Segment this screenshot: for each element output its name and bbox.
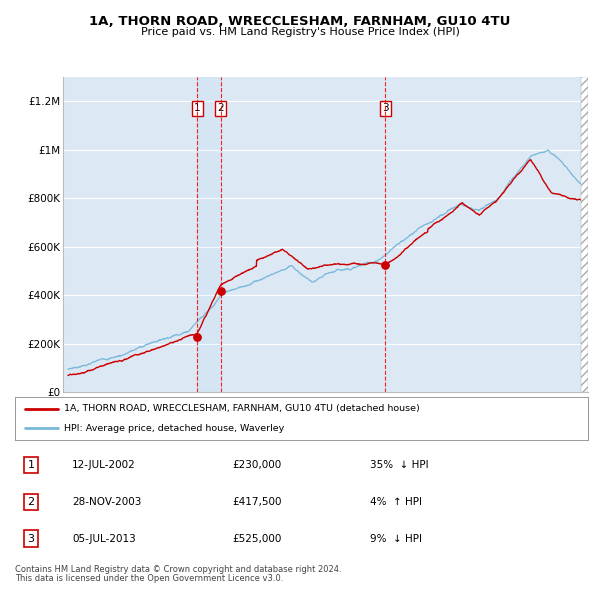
Text: 1: 1: [194, 103, 200, 113]
Text: 1A, THORN ROAD, WRECCLESHAM, FARNHAM, GU10 4TU: 1A, THORN ROAD, WRECCLESHAM, FARNHAM, GU…: [89, 15, 511, 28]
Text: HPI: Average price, detached house, Waverley: HPI: Average price, detached house, Wave…: [64, 424, 284, 432]
Point: [216, 286, 226, 296]
Text: 1A, THORN ROAD, WRECCLESHAM, FARNHAM, GU10 4TU (detached house): 1A, THORN ROAD, WRECCLESHAM, FARNHAM, GU…: [64, 404, 419, 413]
Text: 35%  ↓ HPI: 35% ↓ HPI: [370, 460, 429, 470]
Text: 28-NOV-2003: 28-NOV-2003: [73, 497, 142, 507]
Text: 12-JUL-2002: 12-JUL-2002: [73, 460, 136, 470]
Text: £230,000: £230,000: [233, 460, 282, 470]
Text: £525,000: £525,000: [233, 533, 282, 543]
Text: 9%  ↓ HPI: 9% ↓ HPI: [370, 533, 422, 543]
Point: [193, 332, 202, 341]
Text: 3: 3: [382, 103, 389, 113]
Text: 2: 2: [217, 103, 224, 113]
Text: 05-JUL-2013: 05-JUL-2013: [73, 533, 136, 543]
Text: Contains HM Land Registry data © Crown copyright and database right 2024.: Contains HM Land Registry data © Crown c…: [15, 565, 341, 574]
Text: 3: 3: [28, 533, 35, 543]
Text: Price paid vs. HM Land Registry's House Price Index (HPI): Price paid vs. HM Land Registry's House …: [140, 27, 460, 37]
Text: 1: 1: [28, 460, 35, 470]
Text: 2: 2: [28, 497, 35, 507]
Text: This data is licensed under the Open Government Licence v3.0.: This data is licensed under the Open Gov…: [15, 574, 283, 583]
Text: £417,500: £417,500: [233, 497, 282, 507]
Text: 4%  ↑ HPI: 4% ↑ HPI: [370, 497, 422, 507]
Bar: [197, 77, 221, 392]
Point: [380, 260, 390, 270]
